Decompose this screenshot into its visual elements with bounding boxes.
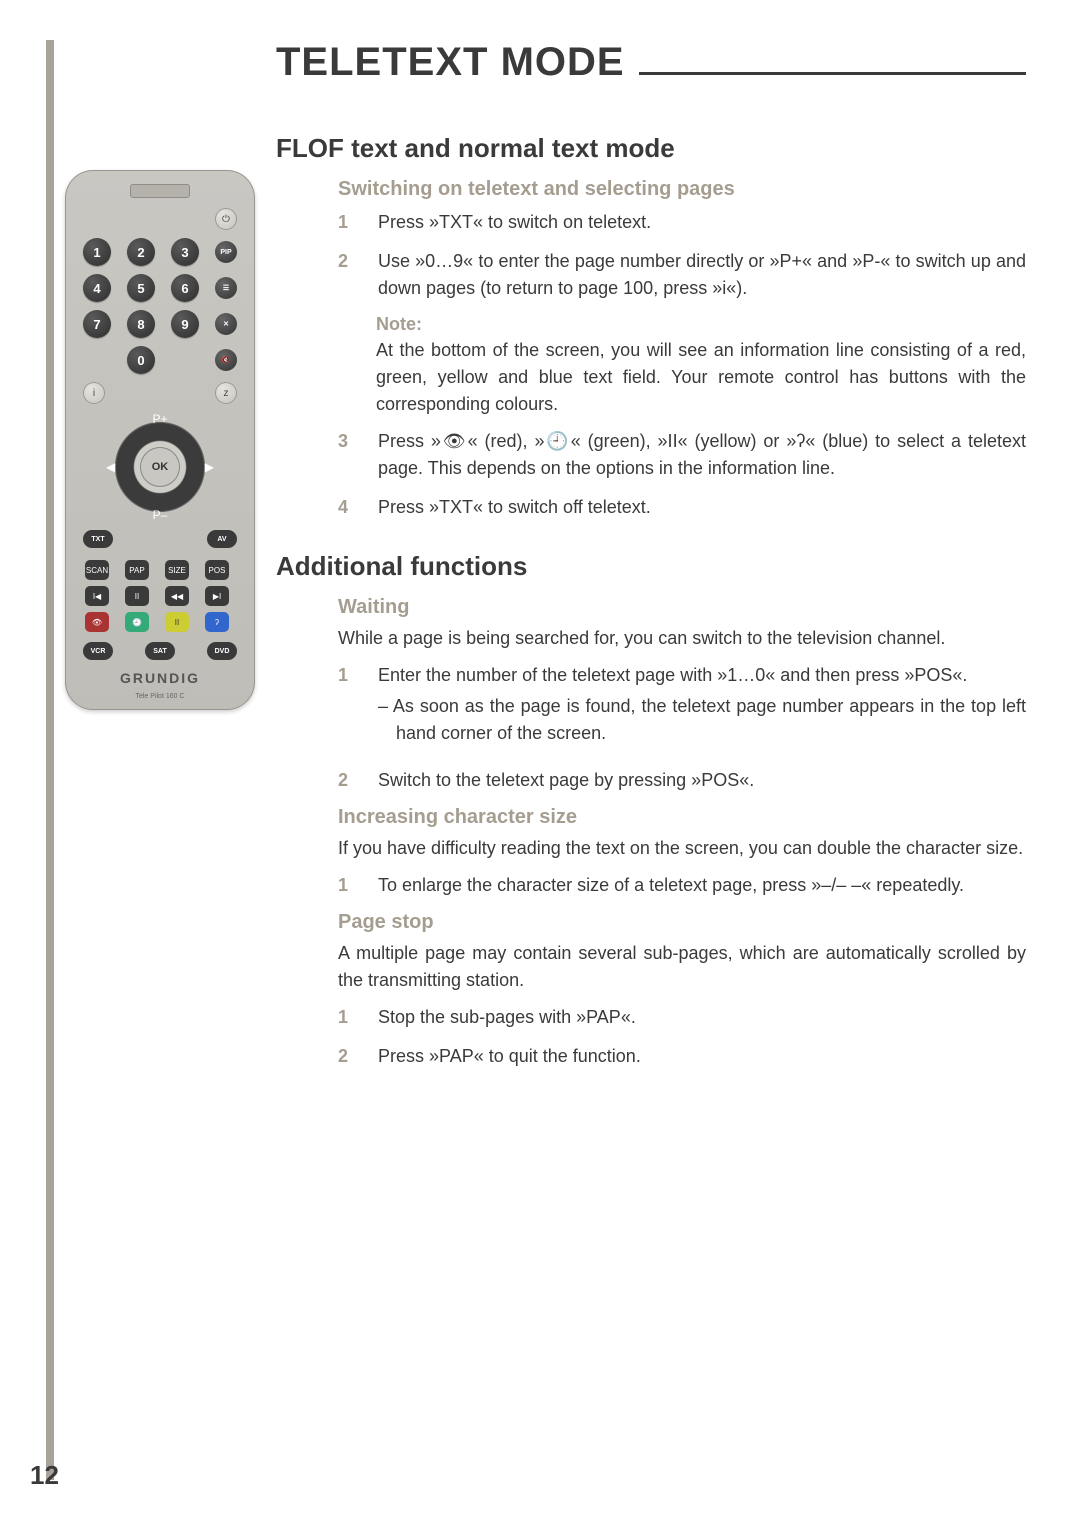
step-text: Use »0…9« to enter the page number direc… (378, 248, 1026, 302)
step-text: Switch to the teletext page by pressing … (378, 767, 1026, 794)
digit-5: 5 (127, 274, 155, 302)
step-number: 1 (338, 662, 360, 755)
note-body: At the bottom of the screen, you will se… (376, 337, 1026, 418)
nav-right-icon: ▶ (205, 460, 214, 474)
step-text: Stop the sub-pages with »PAP«. (378, 1004, 1026, 1031)
note-label: Note: (376, 314, 1026, 335)
step-text: Press »TXT« to switch off teletext. (378, 494, 1026, 521)
switching-steps-cont: 3 Press »👁« (red), »🕘« (green), »II« (ye… (338, 428, 1026, 521)
step-text: Enter the number of the teletext page wi… (378, 662, 1026, 755)
digit-2: 2 (127, 238, 155, 266)
pos-button: POS (205, 560, 229, 580)
blue-button: ʔ (205, 612, 229, 632)
step-number: 1 (338, 872, 360, 899)
scan-button: SCAN (85, 560, 109, 580)
nav-cluster: P+ P– ◀ ▶ OK (100, 412, 220, 522)
title-row: TELETEXT MODE (276, 40, 1026, 85)
mute-alt-button: ✕ (215, 313, 237, 335)
next-track-icon: ▶I (205, 586, 229, 606)
waiting-steps: 1 Enter the number of the teletext page … (338, 662, 1026, 794)
z-button: z (215, 382, 237, 404)
subsection-waiting-heading: Waiting (338, 596, 1026, 619)
digit-9: 9 (171, 310, 199, 338)
switching-step-3: 3 Press »👁« (red), »🕘« (green), »II« (ye… (338, 428, 1026, 482)
step-number: 4 (338, 494, 360, 521)
switching-step-4: 4 Press »TXT« to switch off teletext. (338, 494, 1026, 521)
step-number: 2 (338, 1043, 360, 1070)
step-text: Press »PAP« to quit the function. (378, 1043, 1026, 1070)
pap-button: PAP (125, 560, 149, 580)
step-text: Press »👁« (red), »🕘« (green), »II« (yell… (378, 428, 1026, 482)
stop-step-2: 2 Press »PAP« to quit the function. (338, 1043, 1026, 1070)
content-area: TELETEXT MODE FLOF text and normal text … (276, 40, 1026, 1082)
digit-6: 6 (171, 274, 199, 302)
ok-button: OK (140, 447, 180, 487)
digit-8: 8 (127, 310, 155, 338)
sat-button: SAT (145, 642, 175, 660)
remote-model: Tele Pilot 160 C (65, 693, 255, 700)
dvd-button: DVD (207, 642, 237, 660)
step-text: To enlarge the character size of a telet… (378, 872, 1026, 899)
green-button: 🕘 (125, 612, 149, 632)
red-button: 👁 (85, 612, 109, 632)
txt-button: TXT (83, 530, 113, 548)
remote-illustration: ⏻ 1 2 3 PIP 4 5 6 ☰ 7 8 9 ✕ 0 🔇 i (65, 170, 255, 710)
waiting-intro: While a page is being searched for, you … (338, 625, 1026, 652)
subsection-size-heading: Increasing character size (338, 806, 1026, 829)
rewind-icon: ◀◀ (165, 586, 189, 606)
stop-intro: A multiple page may contain several sub-… (338, 940, 1026, 994)
sidebar-stripe (46, 40, 54, 1480)
step-number: 2 (338, 767, 360, 794)
digit-1: 1 (83, 238, 111, 266)
pip-button: PIP (215, 241, 237, 263)
digit-0: 0 (127, 346, 155, 374)
stop-step-1: 1 Stop the sub-pages with »PAP«. (338, 1004, 1026, 1031)
digit-4: 4 (83, 274, 111, 302)
waiting-step-1: 1 Enter the number of the teletext page … (338, 662, 1026, 755)
power-button: ⏻ (215, 208, 237, 230)
p-plus-label: P+ (152, 412, 167, 426)
p-minus-label: P– (153, 508, 168, 522)
digit-7: 7 (83, 310, 111, 338)
step-text: Press »TXT« to switch on teletext. (378, 209, 1026, 236)
step-number: 3 (338, 428, 360, 482)
nav-left-icon: ◀ (106, 460, 115, 474)
digit-3: 3 (171, 238, 199, 266)
size-button: SIZE (165, 560, 189, 580)
section-additional-heading: Additional functions (276, 551, 1026, 582)
av-button: AV (207, 530, 237, 548)
stop-steps: 1 Stop the sub-pages with »PAP«. 2 Press… (338, 1004, 1026, 1070)
yellow-button: II (165, 612, 189, 632)
size-steps: 1 To enlarge the character size of a tel… (338, 872, 1026, 899)
pause-icon: II (125, 586, 149, 606)
switching-step-2: 2 Use »0…9« to enter the page number dir… (338, 248, 1026, 302)
page-title: TELETEXT MODE (276, 40, 625, 85)
step-text-main: Enter the number of the teletext page wi… (378, 665, 967, 685)
vcr-button: VCR (83, 642, 113, 660)
mute-button: 🔇 (215, 349, 237, 371)
switching-step-1: 1 Press »TXT« to switch on teletext. (338, 209, 1026, 236)
menu-button: ☰ (215, 277, 237, 299)
subsection-switching-heading: Switching on teletext and selecting page… (338, 178, 1026, 201)
section-flof-heading: FLOF text and normal text mode (276, 133, 1026, 164)
remote-brand: GRUNDIG (65, 670, 255, 686)
page-number: 12 (30, 1460, 59, 1491)
subsection-stop-heading: Page stop (338, 911, 1026, 934)
size-step-1: 1 To enlarge the character size of a tel… (338, 872, 1026, 899)
info-button: i (83, 382, 105, 404)
waiting-step-2: 2 Switch to the teletext page by pressin… (338, 767, 1026, 794)
prev-track-icon: I◀ (85, 586, 109, 606)
size-intro: If you have difficulty reading the text … (338, 835, 1026, 862)
remote-body: ⏻ 1 2 3 PIP 4 5 6 ☰ 7 8 9 ✕ 0 🔇 i (65, 170, 255, 710)
switching-steps: 1 Press »TXT« to switch on teletext. 2 U… (338, 209, 1026, 302)
step-sub: – As soon as the page is found, the tele… (378, 693, 1026, 747)
step-number: 2 (338, 248, 360, 302)
remote-ir-slot (130, 184, 190, 198)
step-number: 1 (338, 209, 360, 236)
step-number: 1 (338, 1004, 360, 1031)
title-rule (639, 72, 1026, 75)
